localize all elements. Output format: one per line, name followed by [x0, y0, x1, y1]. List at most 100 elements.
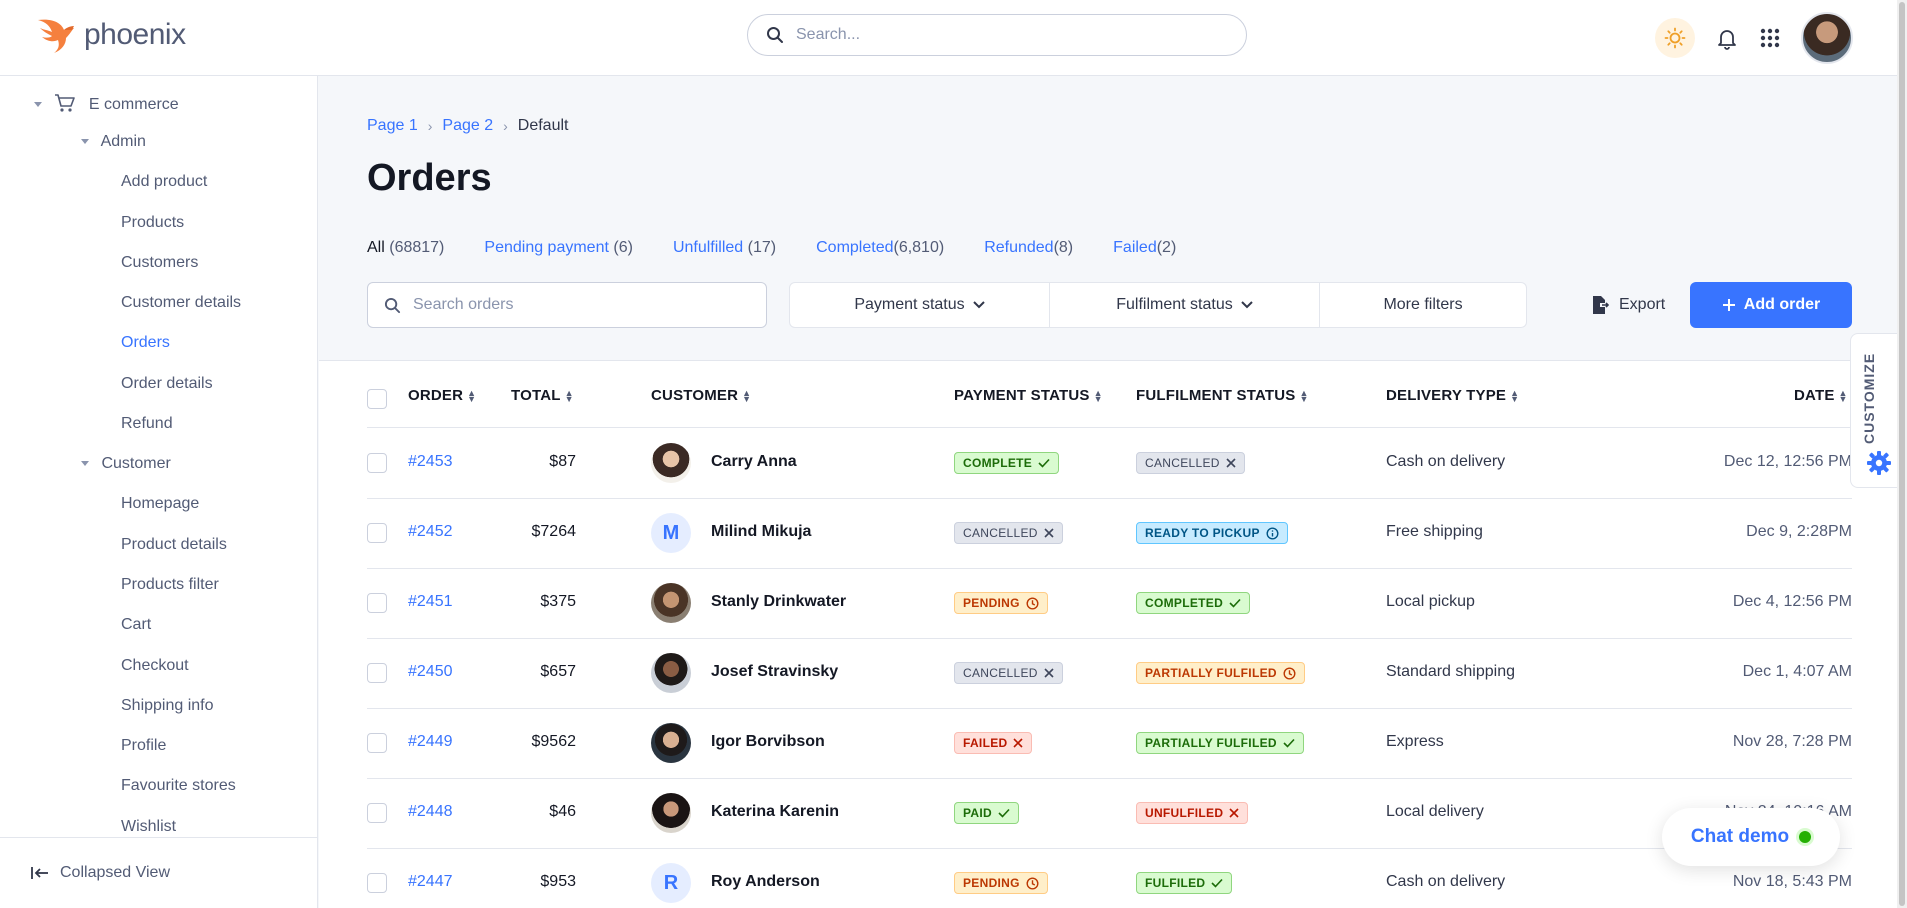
scrollbar-thumb[interactable] [1899, 2, 1905, 906]
search-icon [384, 297, 401, 313]
theme-toggle-button[interactable] [1655, 18, 1695, 58]
fulfilment-status-filter-label: Fulfilment status [1116, 296, 1233, 313]
search-orders-placeholder: Search orders [413, 296, 514, 313]
order-link[interactable]: #2452 [408, 523, 453, 540]
search-orders-input[interactable]: Search orders [367, 282, 767, 328]
tab-unfulfilled[interactable]: Unfulfilled (17) [672, 239, 777, 256]
top-navbar: phoenix Search... [0, 0, 1907, 76]
chevron-right-icon: › [503, 118, 508, 134]
customer-avatar[interactable] [651, 793, 691, 833]
sidebar-item-customers[interactable]: Customers [121, 254, 199, 271]
order-link[interactable]: #2447 [408, 873, 453, 890]
sidebar-item-customer[interactable]: Customer [81, 455, 171, 473]
sidebar-item-products-filter[interactable]: Products filter [121, 576, 219, 593]
add-order-button[interactable]: Add order [1690, 282, 1852, 328]
col-header-fulfilment-status[interactable]: FULFILMENT STATUS ▲ ▼ [1136, 387, 1309, 405]
global-search-placeholder: Search... [796, 26, 861, 43]
sidebar-item-wishlist[interactable]: Wishlist [121, 818, 177, 835]
payment-status-badge: COMPLETE [954, 452, 1060, 474]
row-checkbox[interactable] [367, 593, 387, 613]
sidebar-item-checkout[interactable]: Checkout [121, 657, 189, 674]
customer-name[interactable]: Katerina Karenin [711, 803, 840, 820]
x-icon [1226, 458, 1236, 468]
sidebar-item-products[interactable]: Products [121, 214, 185, 231]
sidebar-item-add-product[interactable]: Add product [121, 173, 208, 190]
fulfilment-status-badge: UNFULFILED [1136, 802, 1249, 824]
fulfilment-status-filter[interactable]: Fulfilment status [1050, 283, 1320, 327]
sort-icon: ▲ ▼ [742, 388, 752, 405]
col-header-date[interactable]: DATE ▲ ▼ [1794, 387, 1848, 405]
customer-name[interactable]: Josef Stravinsky [711, 663, 839, 680]
sidebar-item-cart[interactable]: Cart [121, 616, 152, 633]
brand-logo[interactable]: phoenix [36, 16, 186, 54]
customer-name[interactable]: Milind Mikuja [711, 523, 812, 540]
sidebar-item-homepage[interactable]: Homepage [121, 495, 200, 512]
x-icon [1044, 528, 1054, 538]
tab-failed[interactable]: Failed(2) [1113, 239, 1177, 256]
tab-refunded[interactable]: Refunded(8) [984, 239, 1074, 256]
sidebar-item-order-details[interactable]: Order details [121, 375, 213, 392]
customer-avatar[interactable]: R [651, 863, 691, 903]
col-header-payment-status[interactable]: PAYMENT STATUS ▲ ▼ [954, 387, 1103, 405]
add-order-label: Add order [1743, 296, 1821, 313]
tab-completed[interactable]: Completed(6,810) [816, 239, 945, 256]
user-avatar[interactable] [1801, 12, 1853, 64]
order-link[interactable]: #2451 [408, 593, 453, 610]
customer-name[interactable]: Roy Anderson [711, 873, 820, 890]
chat-demo-button[interactable]: Chat demo [1662, 808, 1840, 866]
tab-pending-payment[interactable]: Pending payment (6) [484, 239, 633, 256]
cart-icon [55, 94, 76, 112]
bell-icon[interactable] [1715, 26, 1739, 50]
row-checkbox[interactable] [367, 733, 387, 753]
row-checkbox[interactable] [367, 523, 387, 543]
customer-avatar[interactable] [651, 583, 691, 623]
col-header-order[interactable]: ORDER ▲ ▼ [408, 387, 477, 405]
sidebar-item-orders[interactable]: Orders [121, 334, 170, 351]
select-all-checkbox[interactable] [367, 389, 387, 409]
sidebar-item-profile[interactable]: Profile [121, 737, 167, 754]
sidebar-item-favourite-stores[interactable]: Favourite stores [121, 777, 236, 794]
chat-demo-label: Chat demo [1690, 826, 1790, 847]
order-link[interactable]: #2450 [408, 663, 453, 680]
customer-avatar[interactable] [651, 443, 691, 483]
apps-grid-icon[interactable] [1759, 27, 1781, 49]
breadcrumb-page2[interactable]: Page 2 [442, 117, 494, 134]
col-header-total[interactable]: TOTAL ▲ ▼ [511, 387, 574, 405]
global-search-input[interactable]: Search... [747, 14, 1247, 56]
row-checkbox[interactable] [367, 453, 387, 473]
order-link[interactable]: #2448 [408, 803, 453, 820]
more-filters-button[interactable]: More filters [1320, 283, 1526, 327]
sidebar-item-ecommerce[interactable]: E commerce [34, 93, 179, 114]
collapse-view-button[interactable]: Collapsed View [0, 837, 318, 908]
order-link[interactable]: #2449 [408, 733, 453, 750]
online-status-dot [1799, 831, 1812, 843]
fulfilment-status-badge: READY TO PICKUP [1136, 522, 1288, 544]
caret-down-icon [81, 139, 89, 145]
tab-all[interactable]: All (68817) [367, 239, 445, 256]
col-header-customer[interactable]: CUSTOMER ▲ ▼ [651, 387, 752, 405]
payment-status-filter-label: Payment status [854, 296, 965, 313]
col-header-delivery-type[interactable]: DELIVERY TYPE ▲ ▼ [1386, 387, 1520, 405]
customer-name[interactable]: Carry Anna [711, 453, 797, 470]
order-link[interactable]: #2453 [408, 453, 453, 470]
customer-name[interactable]: Stanly Drinkwater [711, 593, 847, 610]
caret-down-icon [81, 461, 89, 467]
customer-name[interactable]: Igor Borvibson [711, 733, 825, 750]
fulfilment-status-badge: FULFILED [1136, 872, 1233, 894]
sidebar-item-customer-details[interactable]: Customer details [121, 294, 242, 311]
sidebar-item-shipping-info[interactable]: Shipping info [121, 697, 214, 714]
row-checkbox[interactable] [367, 873, 387, 893]
x-icon [1229, 808, 1239, 818]
sidebar-item-admin[interactable]: Admin [81, 133, 146, 151]
breadcrumb-page1[interactable]: Page 1 [367, 117, 418, 134]
customer-avatar[interactable] [651, 653, 691, 693]
sidebar-item-product-details[interactable]: Product details [121, 536, 227, 553]
customer-avatar[interactable] [651, 723, 691, 763]
customer-avatar[interactable]: M [651, 513, 691, 553]
row-checkbox[interactable] [367, 663, 387, 683]
sidebar-item-refund[interactable]: Refund [121, 415, 173, 432]
row-checkbox[interactable] [367, 803, 387, 823]
chevron-right-icon: › [427, 118, 433, 134]
export-button[interactable]: Export [1579, 282, 1677, 328]
payment-status-filter[interactable]: Payment status [790, 283, 1050, 327]
